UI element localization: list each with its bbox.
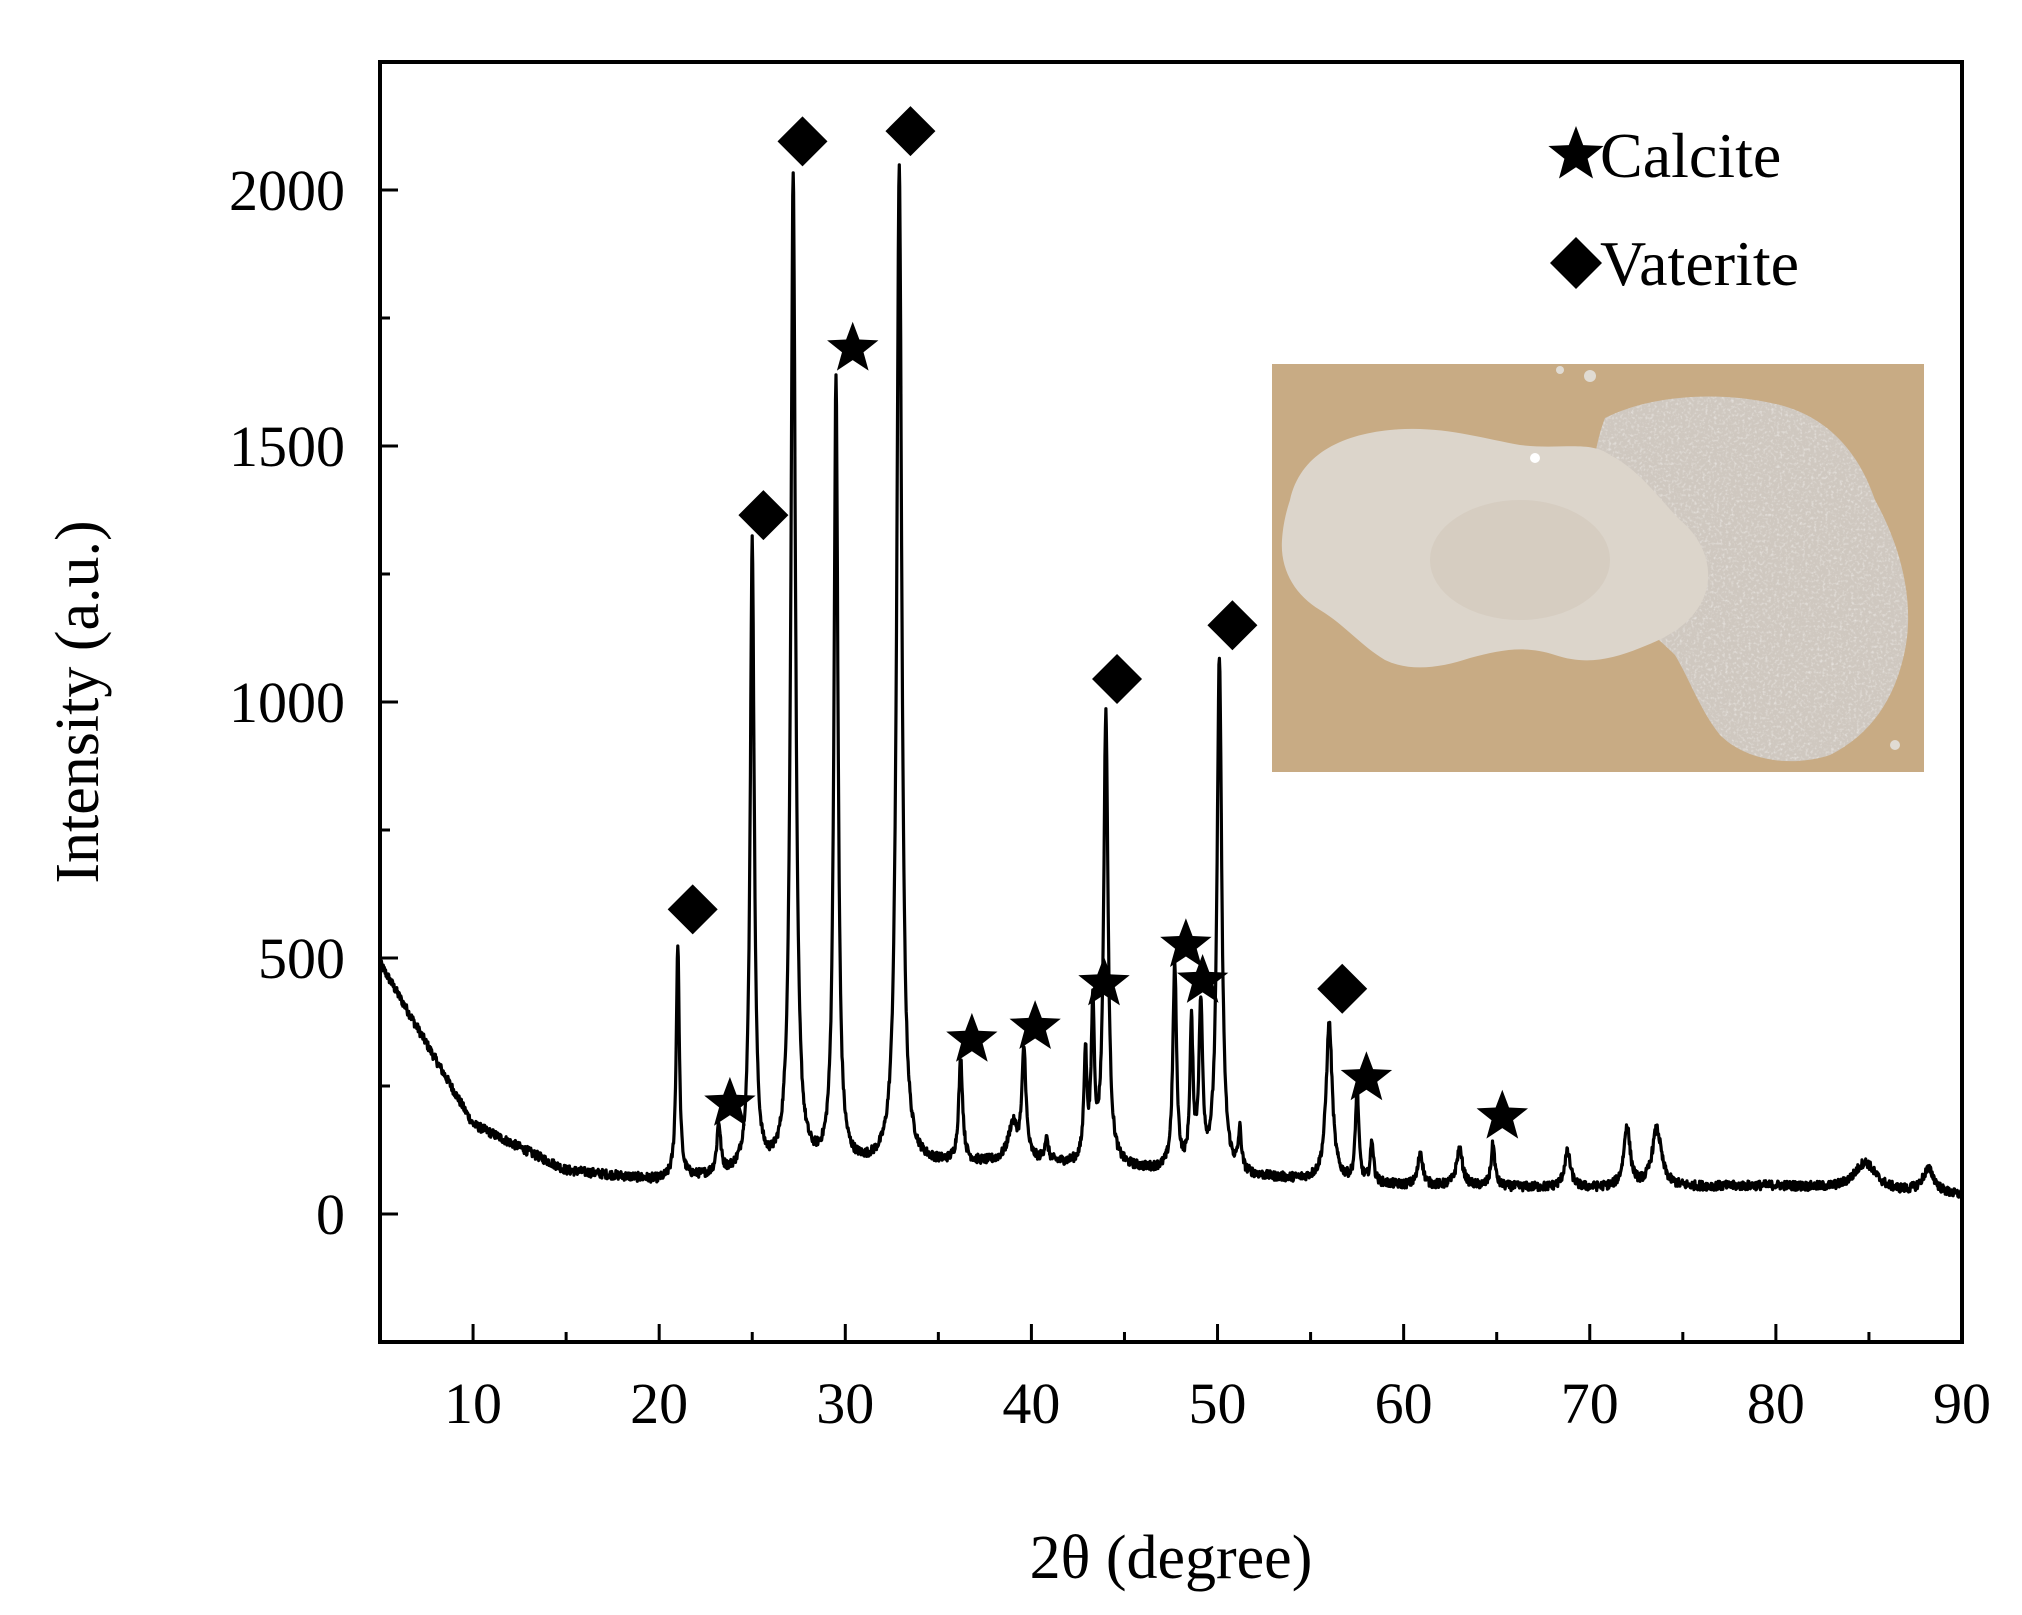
phase-markers <box>667 106 1528 1139</box>
legend-label-calcite: Calcite <box>1600 120 1781 191</box>
calcite-marker-0 <box>704 1076 756 1126</box>
y-tick-label: 2000 <box>229 158 345 223</box>
calcite-marker-5 <box>1160 918 1212 967</box>
calcite-marker-7 <box>1340 1051 1393 1101</box>
x-tick-label: 10 <box>444 1371 502 1436</box>
vaterite-marker-1 <box>738 490 789 541</box>
calcite-marker-6 <box>1177 954 1229 1003</box>
plot-frame <box>378 60 1964 1344</box>
x-tick-label: 90 <box>1933 1371 1991 1436</box>
vaterite-marker-0 <box>667 884 718 935</box>
vaterite-marker-2 <box>777 116 828 167</box>
calcite-marker-1 <box>827 321 879 371</box>
xrd-pattern-line <box>380 163 1962 1200</box>
legend: Calcite Vaterite <box>1548 120 1799 299</box>
x-axis-title: 2θ (degree) <box>1030 1524 1313 1592</box>
y-axis-title: Intensity (a.u.) <box>44 520 112 883</box>
y-tick-label: 1500 <box>229 414 345 479</box>
y-tick-label: 0 <box>316 1182 345 1247</box>
sample-crumb <box>1556 366 1564 374</box>
x-tick-label: 50 <box>1189 1371 1247 1436</box>
sample-flake-left-shade <box>1430 500 1610 620</box>
legend-star-icon <box>1548 126 1604 179</box>
inset-photo <box>1272 364 1924 772</box>
y-tick-label: 1000 <box>229 670 345 735</box>
vaterite-marker-5 <box>1207 600 1258 651</box>
sample-crumb <box>1584 370 1596 382</box>
calcite-marker-2 <box>946 1012 998 1062</box>
sample-crumb <box>1890 740 1900 750</box>
calcite-marker-8 <box>1476 1089 1528 1139</box>
x-tick-label: 60 <box>1375 1371 1433 1436</box>
x-tick-label: 30 <box>816 1371 874 1436</box>
x-tick-label: 40 <box>1002 1371 1060 1436</box>
x-tick-label: 20 <box>630 1371 688 1436</box>
legend-diamond-icon <box>1550 237 1602 289</box>
sample-highlight <box>1530 453 1540 463</box>
vaterite-marker-3 <box>885 106 936 157</box>
legend-label-vaterite: Vaterite <box>1600 228 1799 299</box>
calcite-marker-4 <box>1078 956 1130 1006</box>
sample-flake-right-texture <box>1591 396 1909 762</box>
calcite-marker-3 <box>1009 1000 1061 1049</box>
x-tick-label: 70 <box>1561 1371 1619 1436</box>
vaterite-marker-4 <box>1092 653 1143 704</box>
vaterite-marker-6 <box>1317 963 1368 1014</box>
x-tick-label: 80 <box>1747 1371 1805 1436</box>
axis-tick-labels: 10 20 30 40 50 60 70 80 90 0 500 1000 1500 2000 <box>229 158 1991 1436</box>
y-tick-label: 500 <box>258 926 345 991</box>
